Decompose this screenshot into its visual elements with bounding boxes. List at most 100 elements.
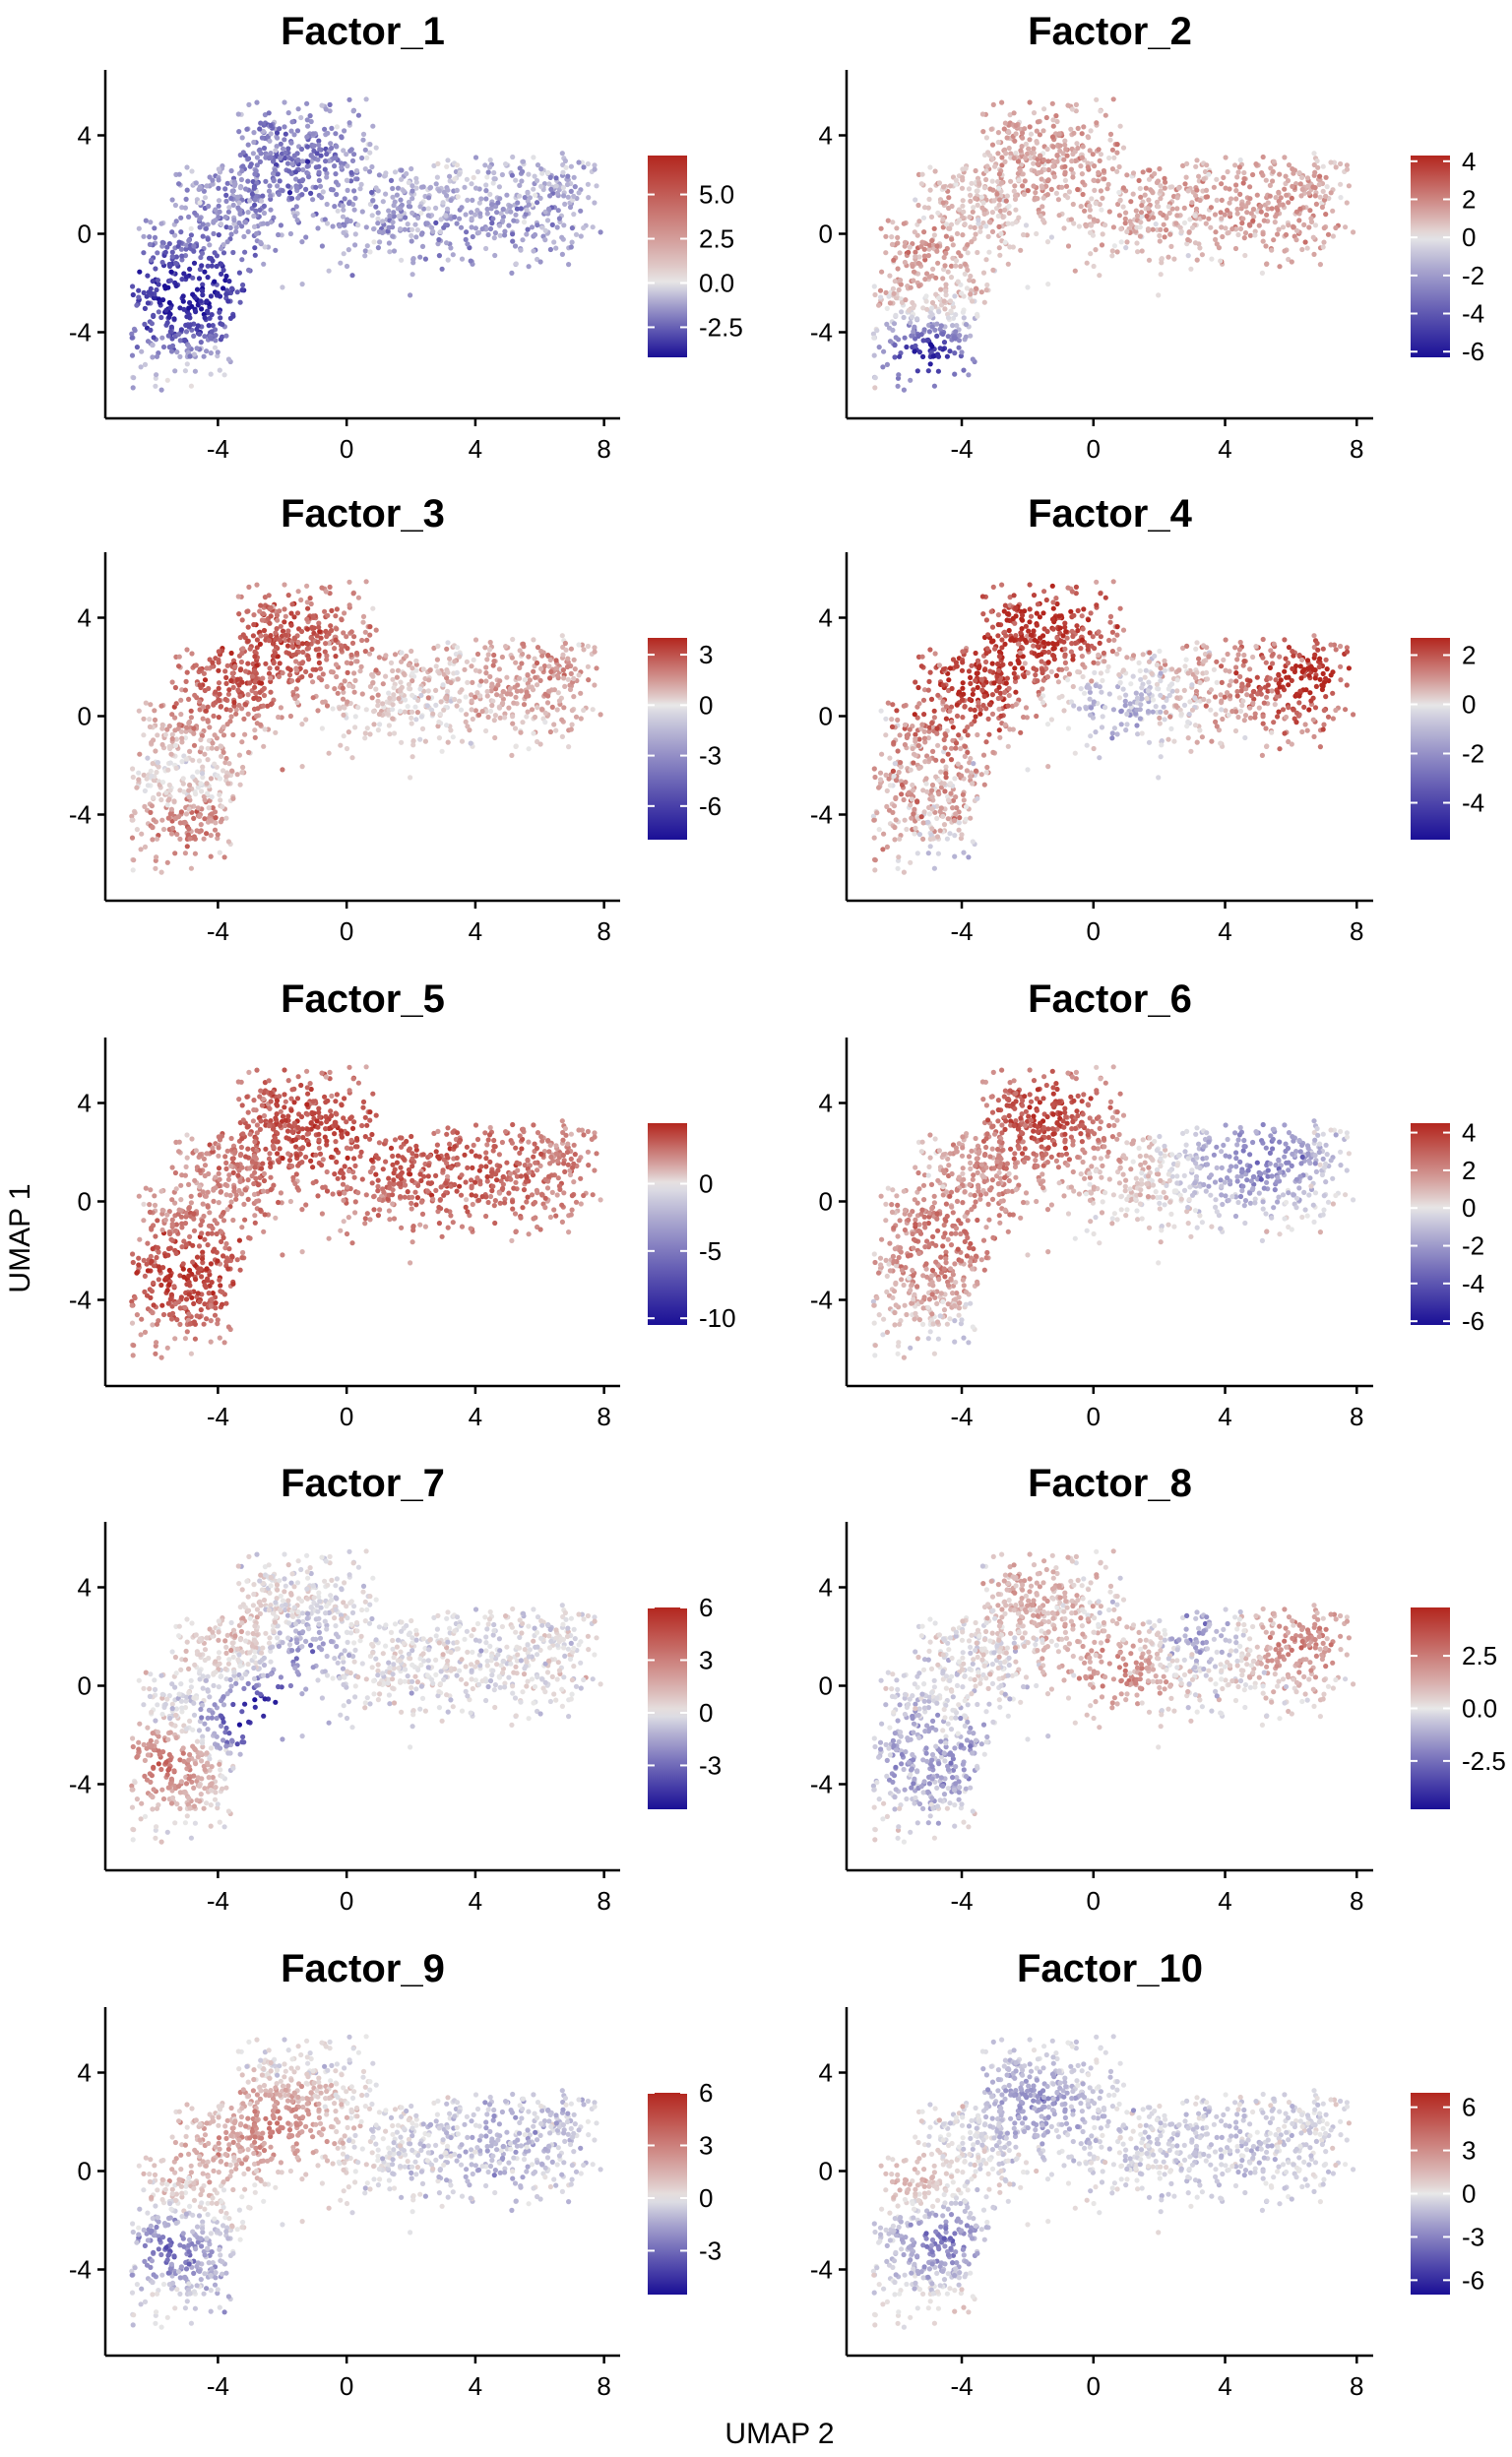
scatter-point bbox=[454, 187, 460, 193]
scatter-point bbox=[893, 312, 899, 318]
scatter-point bbox=[1213, 236, 1219, 242]
scatter-point bbox=[261, 128, 267, 135]
scatter-point bbox=[532, 714, 538, 721]
scatter-point bbox=[496, 184, 502, 190]
scatter-point bbox=[346, 682, 352, 689]
x-tick-label: -4 bbox=[207, 916, 229, 946]
scatter-point bbox=[159, 335, 165, 341]
scatter-point bbox=[220, 267, 226, 273]
scatter-point bbox=[220, 250, 227, 256]
scatter-point bbox=[1100, 195, 1105, 201]
scatter-point bbox=[987, 220, 993, 225]
scatter-point bbox=[142, 788, 148, 794]
scatter-point bbox=[1059, 184, 1065, 190]
scatter-point bbox=[236, 682, 242, 688]
scatter-point bbox=[883, 250, 889, 256]
scatter-point bbox=[151, 817, 157, 823]
scatter-point bbox=[305, 123, 311, 129]
scatter-point bbox=[1075, 186, 1081, 193]
scatter-point bbox=[519, 178, 525, 184]
scatter-point bbox=[261, 627, 268, 634]
scatter-point bbox=[1109, 730, 1115, 736]
scatter-point bbox=[174, 832, 180, 838]
scatter-point bbox=[953, 258, 960, 264]
scatter-point bbox=[891, 321, 898, 327]
scatter-point bbox=[546, 181, 552, 187]
scatter-point bbox=[1223, 225, 1228, 231]
scatter-point bbox=[537, 741, 543, 747]
scatter-point bbox=[892, 354, 898, 360]
scatter-point bbox=[138, 847, 144, 852]
scatter-point bbox=[940, 217, 946, 222]
scatter-point bbox=[376, 655, 382, 661]
scatter-point bbox=[981, 185, 988, 191]
scatter-point bbox=[223, 291, 229, 297]
scatter-point bbox=[142, 361, 149, 367]
scatter-point bbox=[360, 613, 367, 620]
scatter-point bbox=[872, 867, 878, 873]
scatter-point bbox=[944, 353, 951, 359]
scatter-point bbox=[207, 242, 213, 248]
scatter-point bbox=[463, 212, 469, 218]
scatter-point bbox=[252, 252, 258, 258]
scatter-point bbox=[234, 772, 240, 778]
scatter-point bbox=[472, 185, 479, 191]
scatter-point bbox=[339, 135, 345, 141]
scatter-point bbox=[1065, 243, 1072, 249]
scatter-point bbox=[245, 711, 251, 718]
scatter-point bbox=[436, 253, 442, 259]
scatter-point bbox=[946, 677, 952, 683]
scatter-point bbox=[333, 179, 340, 185]
scatter-point bbox=[1035, 119, 1040, 125]
scatter-point bbox=[193, 309, 199, 315]
scatter-point bbox=[1260, 231, 1266, 237]
scatter-point bbox=[219, 753, 224, 760]
scatter-point bbox=[486, 647, 493, 653]
scatter-point bbox=[978, 289, 984, 295]
scatter-point bbox=[445, 688, 451, 694]
scatter-point bbox=[295, 677, 301, 683]
scatter-point bbox=[344, 745, 350, 752]
scatter-point bbox=[537, 259, 543, 265]
scatter-point bbox=[227, 707, 233, 714]
scatter-point bbox=[136, 225, 142, 231]
scatter-point bbox=[973, 195, 978, 202]
scatter-point bbox=[912, 324, 917, 330]
scatter-point bbox=[1323, 174, 1329, 180]
scatter-point bbox=[921, 712, 927, 718]
scatter-point bbox=[346, 579, 352, 585]
scatter-point bbox=[167, 811, 173, 817]
scatter-point bbox=[150, 342, 156, 348]
scatter-point bbox=[1184, 643, 1190, 650]
scatter-point bbox=[896, 286, 902, 293]
scatter-point bbox=[145, 300, 151, 306]
scatter-point bbox=[271, 177, 277, 183]
scatter-point bbox=[134, 785, 140, 790]
scatter-point bbox=[218, 221, 224, 227]
scatter-point bbox=[305, 641, 311, 647]
scatter-point bbox=[491, 235, 497, 241]
scatter-point bbox=[203, 708, 209, 714]
scatter-point bbox=[189, 168, 195, 174]
scatter-point bbox=[193, 662, 199, 668]
scatter-point bbox=[205, 221, 211, 227]
scatter-point bbox=[1338, 677, 1344, 683]
scatter-point bbox=[245, 178, 251, 184]
scatter-point bbox=[1214, 241, 1220, 247]
scatter-point bbox=[1051, 174, 1057, 180]
scatter-point bbox=[1006, 145, 1012, 152]
scatter-point bbox=[953, 263, 959, 269]
scatter-point bbox=[138, 364, 144, 370]
scatter-point bbox=[1206, 216, 1212, 221]
scatter-point bbox=[490, 698, 496, 704]
scatter-point bbox=[280, 188, 285, 194]
scatter-point bbox=[195, 302, 201, 308]
scatter-point bbox=[346, 729, 351, 735]
scatter-point bbox=[292, 652, 299, 658]
scatter-point bbox=[364, 637, 370, 643]
scatter-point bbox=[158, 220, 164, 226]
scatter-point bbox=[1338, 643, 1344, 650]
scatter-point bbox=[334, 673, 340, 680]
scatter-point bbox=[533, 674, 538, 680]
scatter-point bbox=[1157, 238, 1163, 244]
